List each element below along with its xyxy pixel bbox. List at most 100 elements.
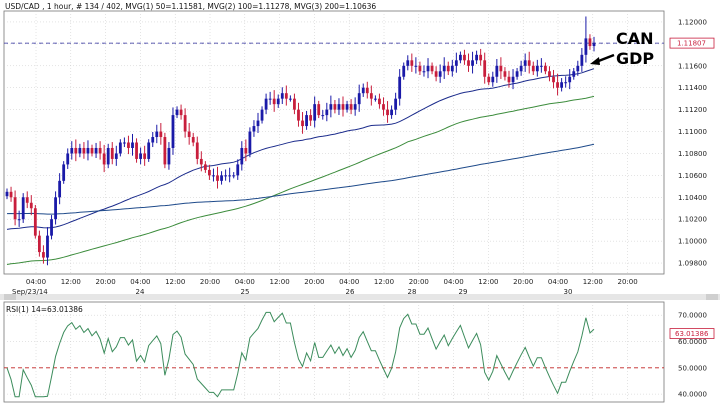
price-tick-label: 1.10600 xyxy=(678,172,707,180)
candle-body xyxy=(418,65,422,72)
time-tick-label: 20:00 xyxy=(409,278,429,286)
time-tick-label: 04:00 xyxy=(444,278,464,286)
price-tick-label: 1.10800 xyxy=(678,150,707,158)
candle-body xyxy=(224,175,228,177)
candle-body xyxy=(426,65,430,72)
candle-body xyxy=(220,175,223,181)
rsi-tick-label: 60.0000 xyxy=(678,338,707,346)
candle-body xyxy=(50,219,53,236)
annotation-can: CAN xyxy=(616,29,654,48)
candle-body xyxy=(280,93,284,99)
candle-body xyxy=(147,142,151,159)
candle-body xyxy=(390,109,393,116)
candle-body xyxy=(398,76,402,99)
candle-body xyxy=(228,175,232,177)
candle-body xyxy=(495,65,499,77)
candle-body xyxy=(244,147,248,154)
candle-body xyxy=(276,98,280,105)
candle-body xyxy=(333,104,337,110)
chart-header: USD/CAD , 1 hour, # 134 / 402, MVG(1) 50… xyxy=(5,2,376,11)
candle-body xyxy=(301,120,304,127)
candle-body xyxy=(345,104,349,110)
candle-body xyxy=(195,142,199,159)
time-tick-label: 04:00 xyxy=(339,278,359,286)
candle-body xyxy=(232,175,236,177)
price-tick-label: 1.10200 xyxy=(678,216,707,224)
candle-body xyxy=(256,120,260,127)
candle-body xyxy=(349,104,353,110)
candle-body xyxy=(414,65,418,67)
candle-body xyxy=(568,76,572,83)
candle-body xyxy=(5,191,9,197)
moving-averages xyxy=(6,68,595,265)
candle-body xyxy=(572,71,576,77)
candle-body xyxy=(353,104,357,110)
price-tick-label: 1.10400 xyxy=(678,194,707,202)
panel-collapse-button[interactable] xyxy=(4,294,16,300)
candle-body xyxy=(151,137,155,143)
candle-body xyxy=(135,142,138,159)
candle-body xyxy=(114,153,118,159)
price-tick-label: 1.11200 xyxy=(678,106,707,114)
candle-body xyxy=(98,147,102,154)
candle-body xyxy=(293,98,296,110)
candle-body xyxy=(406,60,410,66)
date-label: 29 xyxy=(459,288,468,296)
candle-body xyxy=(110,147,114,159)
candle-body xyxy=(454,60,458,66)
candle-body xyxy=(548,71,551,77)
candle-body xyxy=(382,104,385,110)
time-tick-label: 20:00 xyxy=(200,278,220,286)
candle-body xyxy=(325,109,329,116)
candle-body xyxy=(446,65,450,72)
panel-separator[interactable] xyxy=(0,294,720,300)
candle-body xyxy=(592,42,596,47)
candle-body xyxy=(531,65,535,72)
candle-body xyxy=(70,147,74,154)
candle-body xyxy=(507,76,511,83)
price-tick-label: 1.09800 xyxy=(678,260,707,268)
candle-body xyxy=(82,147,86,154)
date-label: 26 xyxy=(346,288,355,296)
candle-body xyxy=(46,235,49,258)
candle-body xyxy=(106,147,110,165)
candle-body xyxy=(123,142,126,144)
price-tick-label: 1.11600 xyxy=(678,62,707,70)
time-tick-label: 12:00 xyxy=(583,278,603,286)
candle-body xyxy=(268,98,272,100)
time-tick-label: 12:00 xyxy=(478,278,498,286)
candle-body xyxy=(236,164,240,176)
candle-body xyxy=(539,65,543,67)
candle-body xyxy=(78,147,82,154)
candle-body xyxy=(131,142,134,148)
candle-body xyxy=(527,60,531,66)
scroll-up-button[interactable] xyxy=(706,294,718,300)
rsi-tick-label: 70.0000 xyxy=(678,312,707,320)
candle-body xyxy=(139,153,142,159)
candle-body xyxy=(118,142,122,154)
candle-body xyxy=(33,208,37,236)
candle-body xyxy=(127,142,130,148)
candle-body xyxy=(394,98,398,110)
candle-body xyxy=(288,98,292,100)
candle-body xyxy=(167,147,171,165)
grid-lines xyxy=(4,11,664,402)
time-tick-label: 12:00 xyxy=(374,278,394,286)
candle-body xyxy=(74,147,78,154)
candle-body xyxy=(365,87,369,94)
candle-body xyxy=(240,147,244,165)
date-label: 24 xyxy=(136,288,145,296)
candle-body xyxy=(284,93,288,99)
time-tick-label: 12:00 xyxy=(61,278,81,286)
candle-body xyxy=(576,65,580,72)
candle-body xyxy=(66,153,70,165)
candle-body xyxy=(511,76,515,83)
price-tick-label: 1.10000 xyxy=(678,238,707,246)
candle-body xyxy=(264,98,268,110)
candles-group xyxy=(5,16,596,266)
candle-body xyxy=(450,65,454,72)
time-tick-label: 04:00 xyxy=(130,278,150,286)
candle-body xyxy=(430,65,434,72)
